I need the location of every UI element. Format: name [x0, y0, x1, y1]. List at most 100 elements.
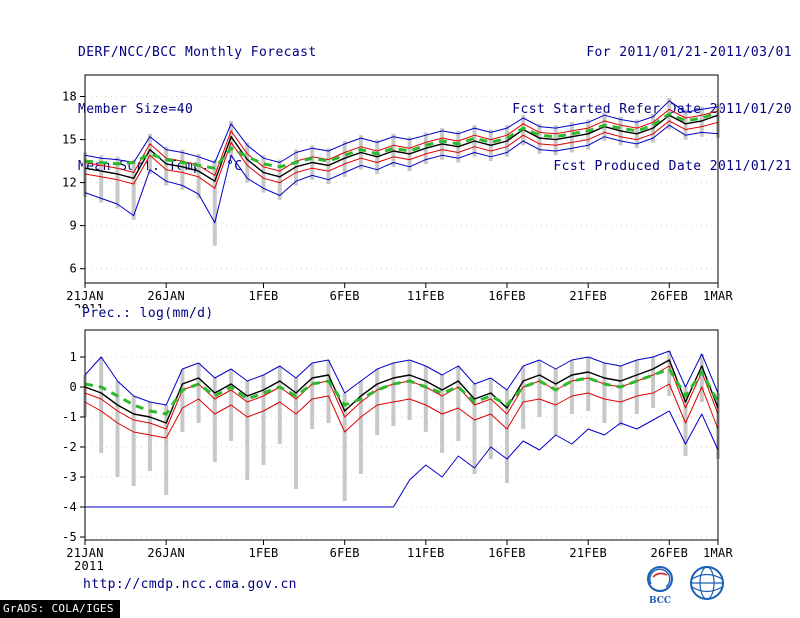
ensemble-spread-bar — [683, 387, 688, 456]
x-tick-label: 16FEB — [488, 546, 526, 560]
ensemble-spread-bar — [245, 142, 250, 183]
series-line-climatology — [84, 367, 720, 416]
ensemble-spread-bar — [164, 146, 169, 186]
ensemble-spread-bar — [407, 360, 412, 420]
ensemble-spread-bar — [131, 159, 136, 220]
ensemble-spread-bar — [521, 366, 526, 429]
ensemble-spread-bar — [261, 155, 266, 193]
y-tick-label: -4 — [62, 500, 77, 514]
grads-credit: GrADS: COLA/IGES — [0, 600, 120, 618]
ensemble-spread-bar — [472, 384, 477, 474]
plot-border — [84, 74, 719, 284]
ensemble-spread-bar — [586, 119, 591, 150]
x-tick-label: 26JAN — [147, 546, 185, 560]
y-tick-label: 15 — [62, 133, 77, 147]
x-tick-label: 21FEB — [569, 546, 607, 560]
ensemble-spread-bar — [667, 351, 672, 396]
series-line-ensemble-max — [84, 350, 719, 406]
ensemble-spread-bar — [99, 155, 104, 203]
ensemble-spread-bar — [651, 357, 656, 408]
precipitation-chart: 1 0 -1 -2 -3 -4 -5 21JAN 26JAN 1FEB 6FEB 11FEB 16FEB… — [62, 329, 734, 573]
x-tick-label: 6FEB — [330, 546, 360, 560]
series-line-lower-quartile — [84, 120, 719, 189]
series-line-climatology — [84, 110, 719, 170]
ensemble-spread-bar — [277, 366, 282, 444]
ensemble-spread-bar — [537, 123, 542, 154]
ensemble-spread-bar — [505, 390, 509, 483]
ensemble-spread-bar — [277, 159, 282, 200]
x-tick-label: 26FEB — [650, 289, 688, 303]
y-tick-label: 0 — [69, 380, 77, 394]
ensemble-spread-bar — [180, 149, 185, 190]
ensemble-spread-bar — [699, 106, 704, 137]
y-tick-label: 18 — [62, 90, 77, 104]
ensemble-spread-bar — [391, 363, 396, 426]
ensemble-spread-bar — [537, 360, 542, 417]
ensemble-spread-bar — [342, 393, 347, 501]
series-line-upper-quartile — [84, 108, 719, 176]
member-size-label: Member Size=40 — [78, 102, 194, 117]
ensemble-spread-bar — [586, 357, 591, 411]
x-tick-label: 1MAR — [703, 546, 734, 560]
ensemble-spread-bar — [634, 360, 639, 414]
ensemble-spread-bar — [569, 360, 574, 414]
ensemble-spread-bar — [131, 396, 136, 486]
y-tick-label: -2 — [62, 440, 77, 454]
precipitation-variable-label: Prec.: log(mm/d) — [82, 306, 214, 321]
ensemble-spread-bar — [553, 369, 558, 435]
x-tick-label: 6FEB — [330, 289, 360, 303]
ensemble-spread-bar — [196, 363, 201, 423]
x-tick-label: 26FEB — [650, 546, 688, 560]
ensemble-spread-bar — [294, 378, 298, 489]
ensemble-spread-bar — [423, 366, 428, 432]
page-title: DERF/NCC/BCC Monthly Forecast — [78, 45, 317, 60]
ensemble-spread-bar — [326, 360, 331, 423]
ensemble-spread-bar — [245, 381, 250, 480]
series-line-ensemble-min — [84, 124, 719, 224]
x-tick-label: 11FEB — [407, 546, 445, 560]
y-tick-label: 9 — [69, 219, 77, 233]
temperature-chart: 6 9 12 15 18 21JAN 26JAN 1FEB 6FEB 11FEB 16FEB 21FE… — [62, 74, 734, 308]
y-tick-label: 6 — [69, 262, 77, 276]
x-tick-label: 26JAN — [147, 289, 185, 303]
ensemble-spread-bar — [147, 133, 152, 174]
y-tick-label: -1 — [62, 410, 77, 424]
ensemble-spread-bar — [164, 405, 169, 495]
x-tick-label: 21JAN — [66, 289, 104, 303]
ensemble-spread-bar — [699, 354, 704, 402]
ensemble-spread-bar — [147, 402, 152, 471]
ensemble-spread-bar — [488, 378, 493, 459]
ensemble-spread-bar — [602, 363, 607, 423]
ensemble-spread-bar — [212, 378, 217, 462]
ensemble-spread-bar — [261, 375, 266, 465]
ensemble-spread-bar — [212, 159, 217, 246]
ensemble-spread-bar — [229, 120, 234, 160]
ensemble-spread-bar — [180, 369, 185, 432]
x-tick-label: 1FEB — [248, 546, 278, 560]
forecast-range-label: For 2011/01/21-2011/03/01 — [586, 45, 792, 60]
x-year-label: 2011 — [74, 302, 104, 308]
website-link[interactable]: http://cmdp.ncc.cma.gov.cn — [83, 577, 297, 592]
x-tick-label: 1FEB — [248, 289, 278, 303]
series-line-ensemble-mean — [84, 359, 719, 424]
ensemble-spread-bar — [618, 366, 623, 426]
series-line-ensemble-mean — [84, 114, 719, 182]
ensemble-spread-bar — [326, 148, 331, 185]
cma-logo — [690, 566, 724, 600]
x-tick-label: 21JAN — [66, 546, 104, 560]
series-line-lower-quartile — [84, 383, 719, 439]
series-line-ensemble-min — [85, 410, 719, 508]
bcc-logo-caption: BCC — [649, 596, 671, 606]
ensemble-spread-bar — [310, 363, 315, 429]
y-tick-label: 1 — [69, 350, 77, 364]
x-tick-label: 1MAR — [703, 289, 734, 303]
fcst-produced-date-label: Fcst Produced Date 2011/01/21 — [553, 159, 792, 174]
ensemble-spread-bar — [99, 357, 104, 453]
ensemble-spread-bar — [115, 156, 120, 209]
x-tick-label: 16FEB — [488, 289, 526, 303]
ensemble-spread-bar — [115, 381, 120, 477]
series-line-upper-quartile — [84, 365, 719, 430]
series-line-ensemble-max — [84, 100, 719, 163]
ensemble-spread-bar — [375, 369, 380, 435]
